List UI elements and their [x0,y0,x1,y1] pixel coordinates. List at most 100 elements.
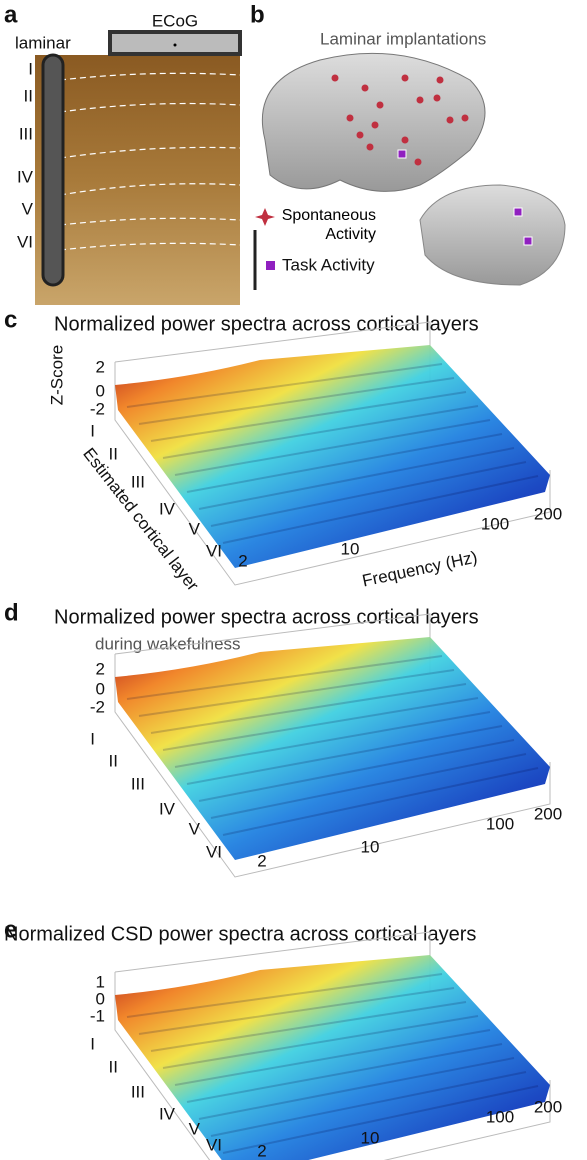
surface-ridge [162,697,479,751]
layer-tick-label: II [109,444,118,463]
layer-tick-label: IV [159,499,176,518]
surface-ridge [222,1085,539,1154]
x-tick-label: 200 [534,804,562,823]
layer-tick-label: I [90,1034,95,1053]
layer-tick-label: III [131,1082,145,1101]
surface-ridge [162,405,479,459]
legend-text: Task Activity [282,255,375,274]
layer-label: V [22,199,34,218]
surface-ridge [126,655,443,700]
ecog-contact [173,43,177,47]
layer-label: II [24,86,33,105]
surface [115,955,550,1160]
x-tick-label: 200 [534,504,562,523]
x-tick-label: 100 [481,514,509,533]
panel-title: Laminar implantations [320,29,486,48]
surface-ridge [162,1015,479,1069]
layer-tick-label: II [109,1057,118,1076]
legend-entry: Spontaneous Activity [281,207,376,243]
surface-ridge [174,711,491,768]
x-tick-label: 100 [486,1107,514,1126]
z-tick-label: -1 [90,1006,105,1025]
ecog-label: ECoG [152,11,198,30]
probe-label: laminar [15,33,71,52]
z-tick-label: -2 [90,697,105,716]
panel-label: b [250,1,265,28]
z-tick-label: 0 [96,989,105,1008]
surface-ridge [198,447,515,510]
surface-ridge [210,461,527,527]
layer-tick-label: VI [206,842,222,861]
spontaneous-markers [331,74,469,166]
panel-subtitle: during wakefulness [95,634,241,653]
layer-tick-label: VI [206,541,222,560]
surface-ridge [126,363,443,408]
x-tick-label: 10 [341,539,360,558]
z-axis-label: Z-Score [47,345,66,405]
tissue-image [35,55,240,305]
panel-title: Normalized CSD power spectra across cort… [4,923,476,945]
surface-ridge [126,973,443,1018]
surface-ridge [210,753,527,819]
layer-tick-label: IV [159,799,176,818]
layer-tick-label: I [90,421,95,440]
surface [115,345,550,568]
layer-tick-label: V [189,1119,201,1138]
layer-tick-label: VI [206,1135,222,1154]
legend-text: Spontaneous Activity [281,207,376,243]
surface-ridge [138,377,455,425]
surface-ridge [174,1029,491,1086]
x-tick-label: 2 [257,1141,266,1160]
x-tick-label: 200 [534,1097,562,1116]
layer-tick-label: II [109,751,118,770]
ecog-grid [108,30,242,56]
layer-tick-label: IV [159,1104,176,1123]
layer-label: VI [17,232,33,251]
z-tick-label: 2 [96,357,105,376]
surface-ridge [198,739,515,802]
layer-label: IV [17,167,34,186]
z-tick-label: 0 [96,381,105,400]
laminar-probe [41,53,65,287]
surface-ridge [150,683,467,734]
x-tick-label: 10 [361,1128,380,1147]
surface-ridge [210,1071,527,1137]
brain-medial [419,184,566,286]
layer-label: III [19,124,33,143]
layer-tick-label: III [131,472,145,491]
surface-ridge [138,669,455,717]
panel-label: d [4,599,19,626]
surface-ridge [150,1001,467,1052]
panel-label: a [4,1,18,28]
x-tick-label: 100 [486,814,514,833]
legend-square [266,261,275,270]
panel-label: c [4,306,17,333]
surface [115,637,550,860]
layer-tick-label: V [189,519,201,538]
surface-ridge [198,1057,515,1120]
z-tick-label: 2 [96,659,105,678]
panel-label: e [4,916,17,943]
surface-ridge [222,767,539,836]
z-tick-label: 1 [96,972,105,991]
surface-ridge [150,391,467,442]
surface-ridge [222,475,539,544]
x-tick-label: 2 [238,551,247,570]
surface-ridge [186,1043,503,1103]
x-tick-label: 10 [361,837,380,856]
layer-label: I [28,59,33,78]
x-tick-label: 2 [257,851,266,870]
layer-tick-label: V [189,819,201,838]
surface-ridge [186,433,503,493]
legend-star [255,208,275,226]
x-axis-label: Frequency (Hz) [361,548,480,591]
task-markers [397,149,533,246]
layer-tick-label: I [90,729,95,748]
z-tick-label: 0 [96,679,105,698]
surface-ridge [186,725,503,785]
layer-boundaries [59,72,241,251]
surface-ridge [174,419,491,476]
surface-ridge [138,987,455,1035]
layer-tick-label: III [131,774,145,793]
